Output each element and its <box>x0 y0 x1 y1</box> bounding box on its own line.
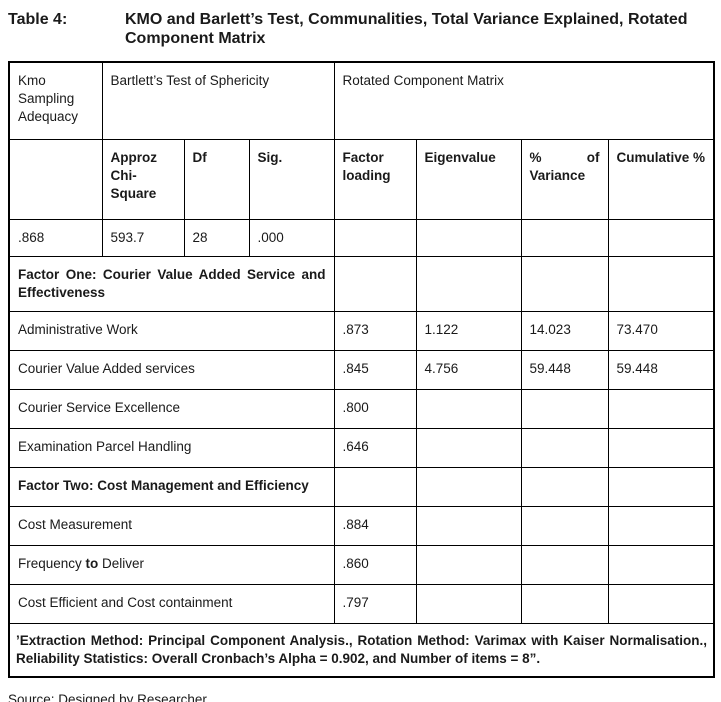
footnote-row: ’Extraction Method: Principal Component … <box>8 623 715 678</box>
kmo-bartlett-table: Kmo Sampling Adequacy Bartlett’s Test of… <box>8 61 716 678</box>
empty-cell <box>607 219 715 257</box>
empty-cell <box>520 584 609 624</box>
header-rotated-component-matrix: Rotated Component Matrix <box>333 61 715 140</box>
row-label: Courier Service Excellence <box>8 389 335 429</box>
cell-factor-loading: .873 <box>333 311 417 351</box>
section-row-factor-two: Factor Two: Cost Management and Efficien… <box>8 467 715 507</box>
item-row-administrative-work: Administrative Work .873 1.122 14.023 73… <box>8 311 715 351</box>
table-footnote: ’Extraction Method: Principal Component … <box>8 623 715 678</box>
table-caption: KMO and Barlett’s Test, Communalities, T… <box>125 11 688 47</box>
empty-cell <box>415 389 522 429</box>
cell-cumulative-pct: 73.470 <box>607 311 715 351</box>
header-sig: Sig. <box>248 139 335 220</box>
empty-cell <box>607 506 715 546</box>
header-kmo-sampling-adequacy: Kmo Sampling Adequacy <box>8 61 103 140</box>
item-row-courier-value-added-services: Courier Value Added services .845 4.756 … <box>8 350 715 390</box>
empty-cell <box>520 389 609 429</box>
item-row-courier-service-excellence: Courier Service Excellence .800 <box>8 389 715 429</box>
empty-cell <box>415 545 522 585</box>
empty-cell <box>520 467 609 507</box>
table-number: Table 4: <box>8 11 68 28</box>
empty-cell <box>333 219 417 257</box>
label-part: Frequency <box>18 556 86 571</box>
cell-eigenvalue: 4.756 <box>415 350 522 390</box>
cell-sig: .000 <box>248 219 335 257</box>
empty-cell <box>607 428 715 468</box>
row-label: Courier Value Added services <box>8 350 335 390</box>
header-bartlett-test: Bartlett’s Test of Sphericity <box>101 61 335 140</box>
empty-cell <box>415 219 522 257</box>
source-note: Source: Designed by Researcher <box>8 692 207 702</box>
cell-factor-loading: .800 <box>333 389 417 429</box>
section-label-factor-one: Factor One: Courier Value Added Service … <box>8 256 335 312</box>
cell-pct-variance: 14.023 <box>520 311 609 351</box>
empty-cell <box>520 545 609 585</box>
empty-cell <box>607 584 715 624</box>
empty-cell <box>607 389 715 429</box>
section-label-factor-two: Factor Two: Cost Management and Efficien… <box>8 467 335 507</box>
header-df: Df <box>183 139 250 220</box>
item-row-cost-efficient-containment: Cost Efficient and Cost containment .797 <box>8 584 715 624</box>
cell-factor-loading: .845 <box>333 350 417 390</box>
cell-kmo-value: .868 <box>8 219 103 257</box>
kmo-values-row: .868 593.7 28 .000 <box>8 219 715 257</box>
header-approz-chi-square: Approz Chi-Square <box>101 139 185 220</box>
empty-cell <box>415 467 522 507</box>
header-pct-variance: % of Variance <box>520 139 609 220</box>
empty-cell <box>333 467 417 507</box>
label-part: Deliver <box>98 556 145 571</box>
empty-cell <box>415 584 522 624</box>
cell-factor-loading: .797 <box>333 584 417 624</box>
cell-df: 28 <box>183 219 250 257</box>
cell-factor-loading: .884 <box>333 506 417 546</box>
empty-cell <box>520 256 609 312</box>
empty-cell <box>415 256 522 312</box>
cell-factor-loading: .860 <box>333 545 417 585</box>
empty-cell <box>8 139 103 220</box>
empty-cell <box>333 256 417 312</box>
cell-factor-loading: .646 <box>333 428 417 468</box>
row-label: Cost Efficient and Cost containment <box>8 584 335 624</box>
row-label: Cost Measurement <box>8 506 335 546</box>
empty-cell <box>520 506 609 546</box>
empty-cell <box>607 467 715 507</box>
empty-cell <box>520 428 609 468</box>
header-factor-loading: Factor loading <box>333 139 417 220</box>
empty-cell <box>415 428 522 468</box>
cell-eigenvalue: 1.122 <box>415 311 522 351</box>
row-label: Examination Parcel Handling <box>8 428 335 468</box>
table-title: Table 4: KMO and Barlett’s Test, Communa… <box>8 10 713 48</box>
section-row-factor-one: Factor One: Courier Value Added Service … <box>8 256 715 312</box>
cell-chi-square: 593.7 <box>101 219 185 257</box>
empty-cell <box>415 506 522 546</box>
empty-cell <box>607 545 715 585</box>
label-part-bold: to <box>85 556 99 571</box>
header-eigenvalue: Eigenvalue <box>415 139 522 220</box>
empty-cell <box>607 256 715 312</box>
header-row-1: Kmo Sampling Adequacy Bartlett’s Test of… <box>8 61 715 140</box>
header-row-2: Approz Chi-Square Df Sig. Factor loading… <box>8 139 715 220</box>
cell-cumulative-pct: 59.448 <box>607 350 715 390</box>
item-row-cost-measurement: Cost Measurement .884 <box>8 506 715 546</box>
item-row-frequency-to-deliver: Frequency to Deliver .860 <box>8 545 715 585</box>
empty-cell <box>520 219 609 257</box>
header-cumulative-pct: Cumulative % <box>607 139 715 220</box>
cell-pct-variance: 59.448 <box>520 350 609 390</box>
row-label: Administrative Work <box>8 311 335 351</box>
row-label: Frequency to Deliver <box>8 545 335 585</box>
item-row-examination-parcel-handling: Examination Parcel Handling .646 <box>8 428 715 468</box>
